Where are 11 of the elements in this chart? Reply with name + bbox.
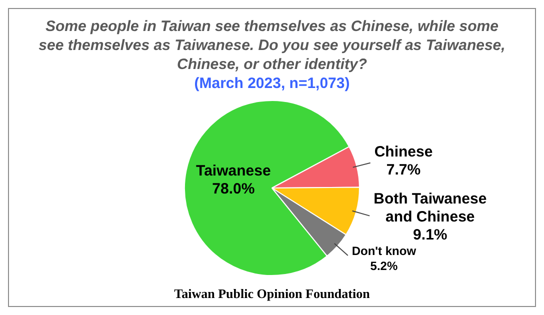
slice-label: Taiwanese (196, 162, 271, 180)
slice-label: Chinese (374, 144, 433, 161)
slice-label: Don't know (352, 244, 417, 258)
data-label: 78.0% (212, 180, 255, 198)
chart-subtitle: (March 2023, n=1,073) (193, 74, 351, 94)
text: Taiwan Public Opinion Foundation (173, 286, 371, 302)
data-label: 5.2% (370, 259, 398, 274)
data-label: 9.1% (413, 226, 448, 244)
data-label: 7.7% (386, 162, 421, 179)
slice-label: Both Taiwanese and Chinese (374, 190, 487, 226)
chart-title: Some people in Taiwan see themselves as Chinese, while some see themselves as Taiwanese. Do you see yourself as Taiwanese, Chinese, or other identity? (38, 17, 506, 74)
